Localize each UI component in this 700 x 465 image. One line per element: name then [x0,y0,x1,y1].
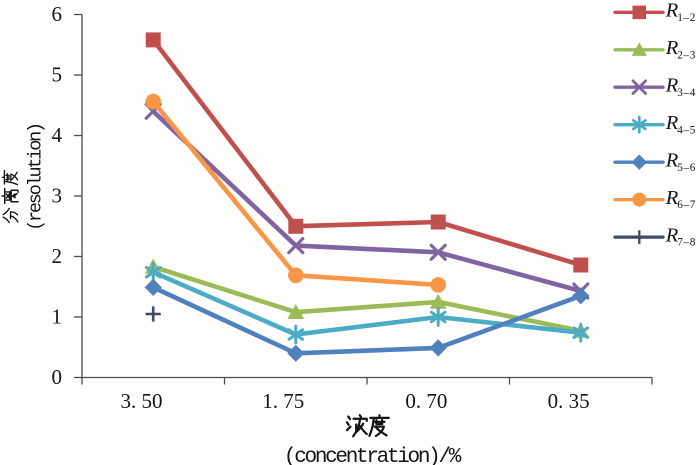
svg-text:0. 35: 0. 35 [548,389,590,413]
svg-text:4: 4 [52,123,63,147]
svg-text:5–6: 5–6 [677,162,696,174]
svg-text:2: 2 [52,244,63,268]
svg-text:R: R [665,150,679,172]
svg-text:R: R [665,187,679,209]
svg-text:R: R [665,225,679,247]
svg-text:4–5: 4–5 [677,124,696,136]
svg-text:R: R [665,75,679,97]
svg-text:R: R [665,112,679,134]
svg-text:0: 0 [52,365,63,389]
svg-text:(concentration)/%: (concentration)/% [284,446,462,465]
svg-text:1. 75: 1. 75 [262,389,304,413]
svg-text:6–7: 6–7 [677,199,696,211]
svg-text:3. 50: 3. 50 [121,389,163,413]
svg-text:5: 5 [52,62,63,86]
svg-text:3–4: 3–4 [677,87,696,99]
svg-text:0. 70: 0. 70 [405,389,447,413]
svg-text:3: 3 [52,183,63,207]
svg-text:2–3: 2–3 [677,49,696,61]
svg-text:R: R [665,0,679,22]
svg-text:7–8: 7–8 [677,237,696,249]
svg-text:(resolution): (resolution) [25,124,46,231]
svg-text:R: R [665,37,679,59]
svg-text:1: 1 [52,304,63,328]
svg-text:1–2: 1–2 [677,12,696,24]
svg-text:6: 6 [52,2,63,26]
